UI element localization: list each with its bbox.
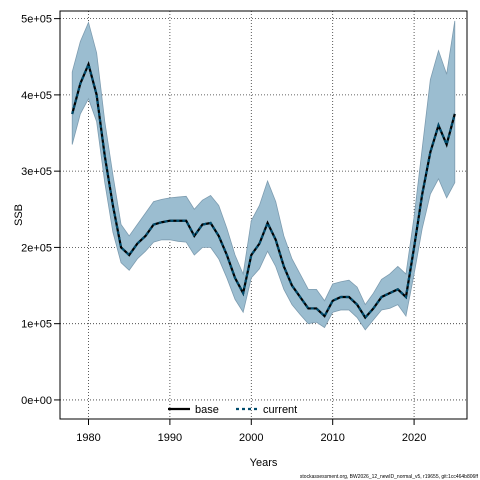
series-lines — [71, 61, 456, 320]
y-tick-label: 2e+05 — [21, 242, 52, 254]
x-axis-title: Years — [250, 457, 278, 469]
y-axis-title: SSB — [13, 204, 25, 226]
x-axis: 1980 1990 2000 2010 2020 — [76, 419, 426, 444]
x-tick-label: 2020 — [402, 432, 426, 444]
x-tick-label: 1990 — [158, 432, 182, 444]
plot-frame — [59, 10, 468, 420]
x-tick-label: 1980 — [76, 432, 100, 444]
series-line-current — [71, 61, 456, 320]
y-tick-label: 0e+00 — [21, 395, 52, 407]
confidence-band — [71, 20, 456, 331]
y-axis: 0e+00 1e+05 2e+05 3e+05 4e+05 5e+05 — [21, 14, 60, 407]
y-tick-label: 4e+05 — [21, 90, 52, 102]
footnote: stockassessment.org, BW2026_12_newID_nor… — [300, 474, 479, 480]
x-tick-label: 2000 — [239, 432, 263, 444]
y-tick-label: 3e+05 — [21, 166, 52, 178]
confidence-band-area — [71, 20, 456, 331]
x-tick-label: 2010 — [320, 432, 344, 444]
legend: base current — [168, 404, 297, 416]
legend-label-base: base — [195, 404, 219, 416]
grid-lines — [60, 11, 467, 419]
y-tick-label: 5e+05 — [21, 14, 52, 26]
y-tick-label: 1e+05 — [21, 319, 52, 331]
legend-label-current: current — [263, 404, 297, 416]
